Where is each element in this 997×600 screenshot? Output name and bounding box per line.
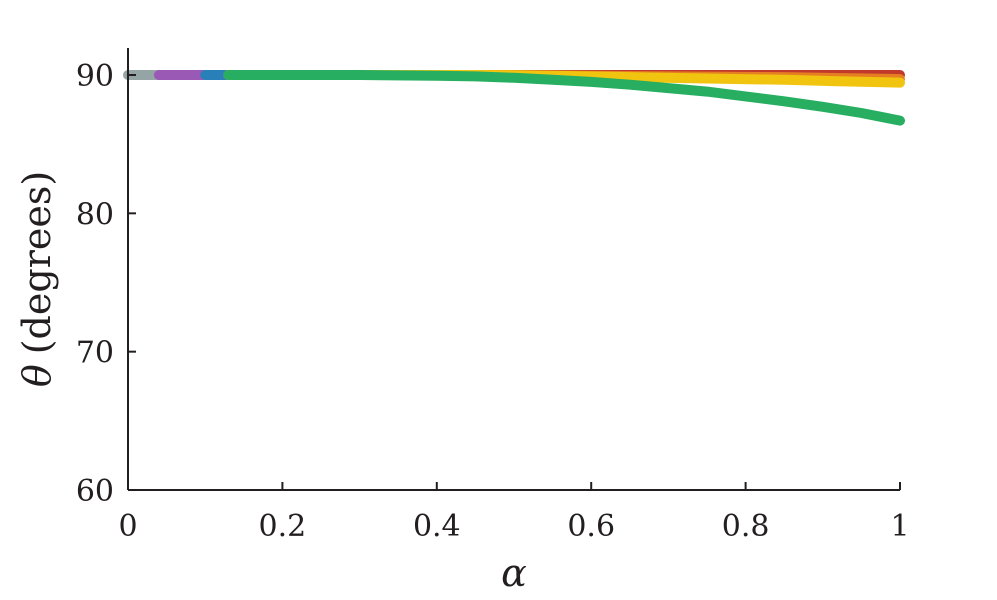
y-axis-label-unit: (degrees) <box>15 171 59 354</box>
x-tick-label: 0.4 <box>413 509 461 544</box>
series-line-7 <box>223 70 905 126</box>
series-layer <box>123 70 905 126</box>
y-tick-label: 60 <box>76 474 114 509</box>
y-axis-label: θ (degrees) <box>15 171 59 387</box>
x-tick-label: 0.2 <box>259 509 307 544</box>
y-tick-label: 70 <box>76 336 114 371</box>
y-tick-label: 80 <box>76 197 114 232</box>
ticks-layer: 0 0.2 0.4 0.6 0.8 1 60 70 80 90 <box>76 59 910 544</box>
x-tick-label: 0 <box>118 509 137 544</box>
x-tick-label: 0.8 <box>722 509 770 544</box>
y-tick-label: 90 <box>76 59 114 94</box>
axes-layer <box>127 48 900 491</box>
x-tick-label: 0.6 <box>567 509 615 544</box>
y-axis-label-symbol: θ <box>15 364 59 387</box>
x-tick-label: 1 <box>890 509 909 544</box>
x-axis-label: α <box>501 551 527 595</box>
